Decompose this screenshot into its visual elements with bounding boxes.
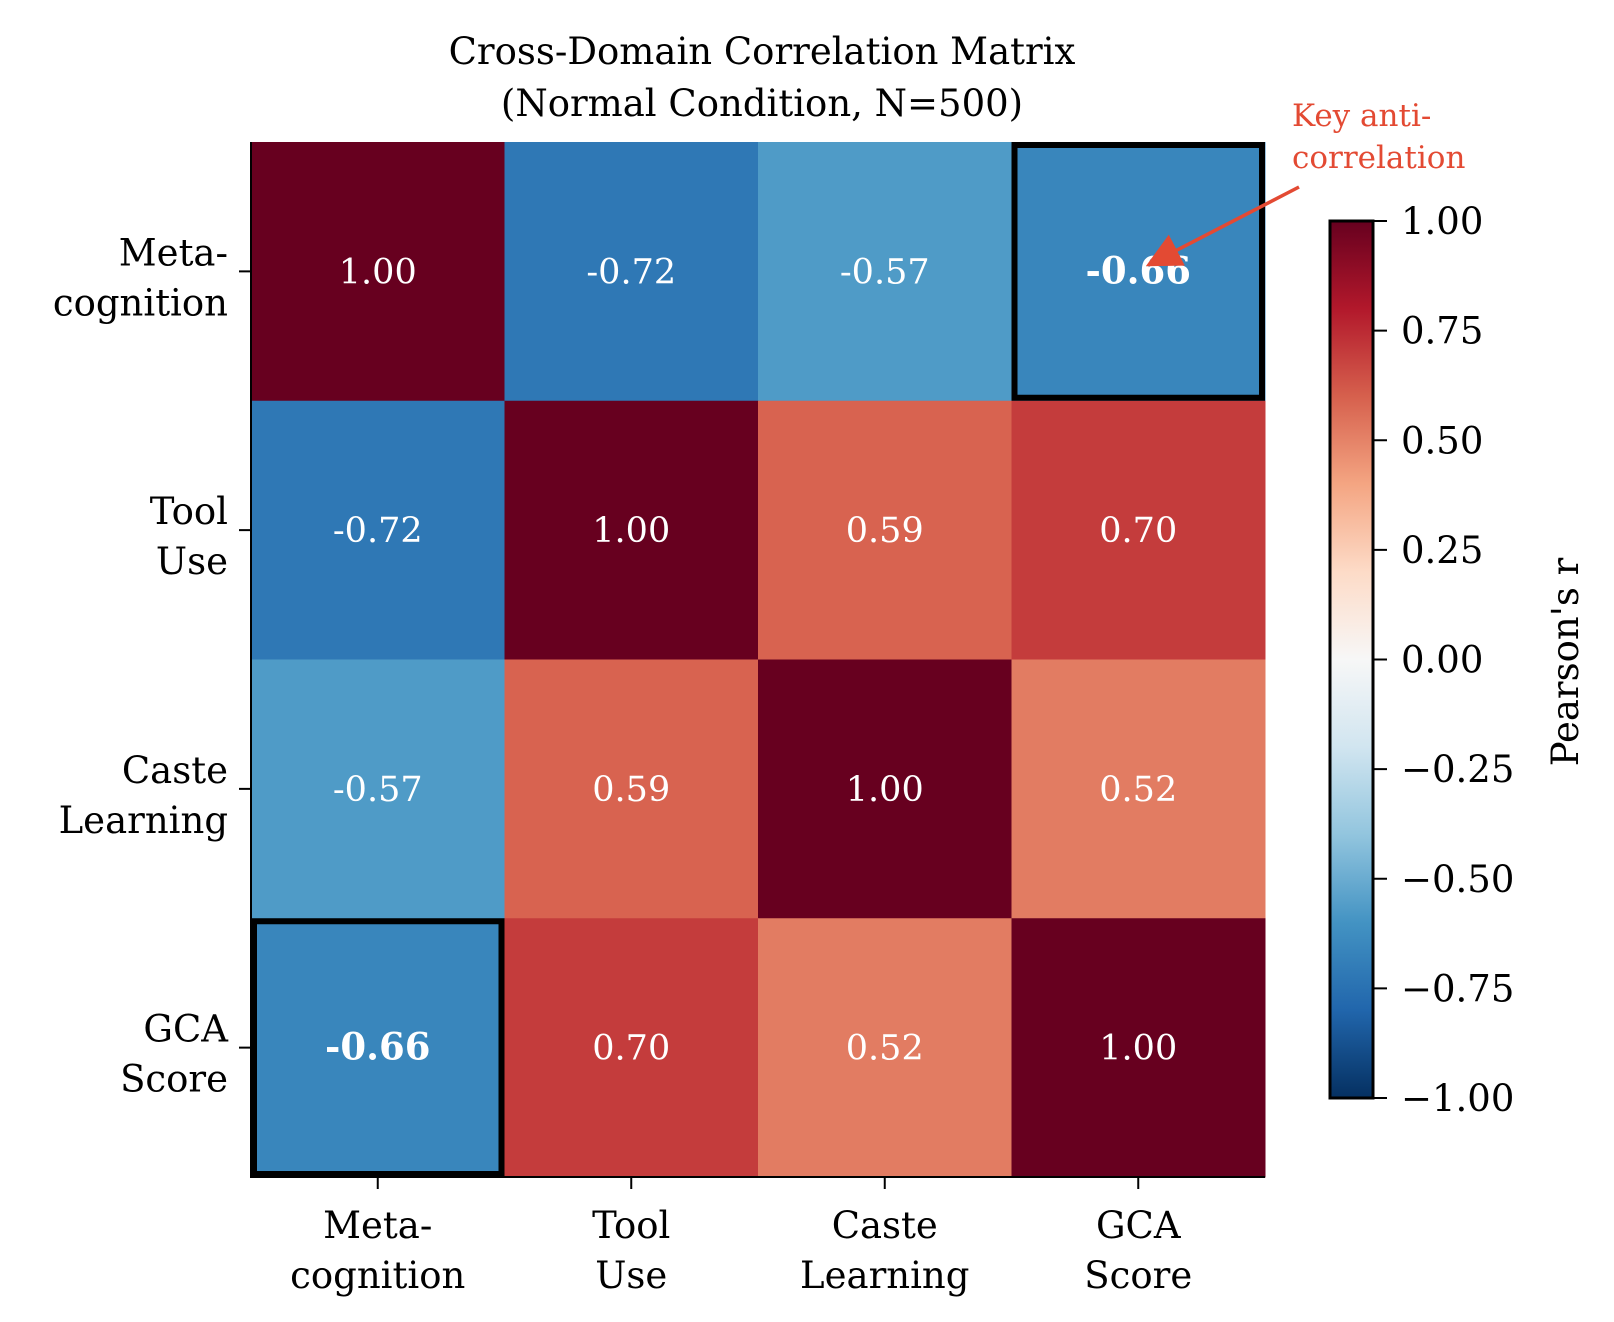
colorbar-tick-label: −0.75 bbox=[1401, 967, 1514, 1010]
chart-title-line2: (Normal Condition, N=500) bbox=[501, 82, 1023, 125]
highlight-box bbox=[1011, 142, 1265, 401]
annotation-text: correlation bbox=[1292, 140, 1465, 176]
cell-value-label: 0.59 bbox=[592, 770, 670, 810]
cell-value-label: -0.57 bbox=[333, 770, 423, 810]
colorbar-tick-label: 0.75 bbox=[1401, 310, 1483, 353]
colorbar-tick-label: −0.25 bbox=[1401, 748, 1514, 791]
colorbar-tick-label: 0.00 bbox=[1401, 639, 1483, 682]
x-tick-label: Use bbox=[595, 1254, 667, 1297]
colorbar-tick-label: 0.25 bbox=[1401, 529, 1483, 572]
cell-value-label: -0.66 bbox=[1086, 248, 1191, 292]
x-tick-label: cognition bbox=[290, 1254, 465, 1297]
cell-value-label: -0.72 bbox=[333, 511, 423, 551]
cell-value-label: 1.00 bbox=[846, 770, 924, 810]
heatmap-cell bbox=[251, 142, 505, 402]
heatmap-cell bbox=[504, 918, 759, 1178]
cell-value-label: 0.70 bbox=[1099, 511, 1177, 551]
heatmap-cell bbox=[1011, 918, 1266, 1178]
cell-value-label: -0.66 bbox=[325, 1025, 430, 1069]
annotation-text: Key anti- bbox=[1292, 98, 1431, 134]
heatmap-cell bbox=[1011, 142, 1266, 402]
y-tick-label: Caste bbox=[122, 749, 228, 792]
heatmap-cell bbox=[504, 659, 759, 919]
x-tick-label: Meta- bbox=[323, 1204, 432, 1247]
y-tick-label: Tool bbox=[150, 490, 228, 533]
highlight-box bbox=[251, 918, 505, 1177]
heatmap-cell bbox=[1011, 659, 1266, 919]
cell-value-label: 1.00 bbox=[339, 252, 417, 292]
heatmap-cell bbox=[251, 659, 505, 919]
cell-value-label: -0.57 bbox=[840, 252, 930, 292]
y-tick-label: Score bbox=[120, 1058, 228, 1101]
colorbar bbox=[1328, 219, 1375, 1100]
colorbar-tick-label: 1.00 bbox=[1401, 200, 1483, 243]
cell-value-label: 0.59 bbox=[846, 511, 924, 551]
x-tick-label: GCA bbox=[1096, 1204, 1182, 1247]
cell-value-label: 1.00 bbox=[592, 511, 670, 551]
heatmap-cell bbox=[251, 400, 505, 660]
x-tick-label: Learning bbox=[800, 1254, 969, 1297]
y-tick-label: Meta- bbox=[119, 231, 228, 274]
cell-value-label: -0.72 bbox=[586, 252, 676, 292]
colorbar-label: Pearson's r bbox=[1544, 557, 1587, 766]
heatmap-cell bbox=[504, 400, 759, 660]
heatmap-cell bbox=[1011, 400, 1266, 660]
cell-value-label: 0.70 bbox=[592, 1029, 670, 1069]
colorbar-tick-label: −0.50 bbox=[1401, 858, 1514, 901]
y-tick-label: GCA bbox=[143, 1008, 229, 1051]
y-tick-label: Learning bbox=[59, 799, 228, 842]
cell-value-label: 1.00 bbox=[1099, 1029, 1177, 1069]
heatmap-cell bbox=[504, 142, 759, 402]
colorbar-tick-label: 0.50 bbox=[1401, 419, 1483, 462]
colorbar-tick-label: −1.00 bbox=[1401, 1077, 1514, 1120]
x-tick-label: Tool bbox=[592, 1204, 670, 1247]
heatmap-cell bbox=[758, 918, 1012, 1178]
heatmap-cell bbox=[758, 659, 1012, 919]
y-tick-label: Use bbox=[156, 540, 228, 583]
chart-title-line1: Cross-Domain Correlation Matrix bbox=[449, 30, 1076, 73]
y-tick-label: cognition bbox=[53, 281, 228, 324]
x-tick-label: Score bbox=[1084, 1254, 1192, 1297]
heatmap-cell bbox=[758, 142, 1012, 402]
heatmap-cell bbox=[251, 918, 505, 1178]
cell-value-label: 0.52 bbox=[846, 1029, 924, 1069]
heatmap-cell bbox=[758, 400, 1012, 660]
annotation-arrow bbox=[1145, 185, 1300, 267]
x-tick-label: Caste bbox=[832, 1204, 938, 1247]
cell-value-label: 0.52 bbox=[1099, 770, 1177, 810]
